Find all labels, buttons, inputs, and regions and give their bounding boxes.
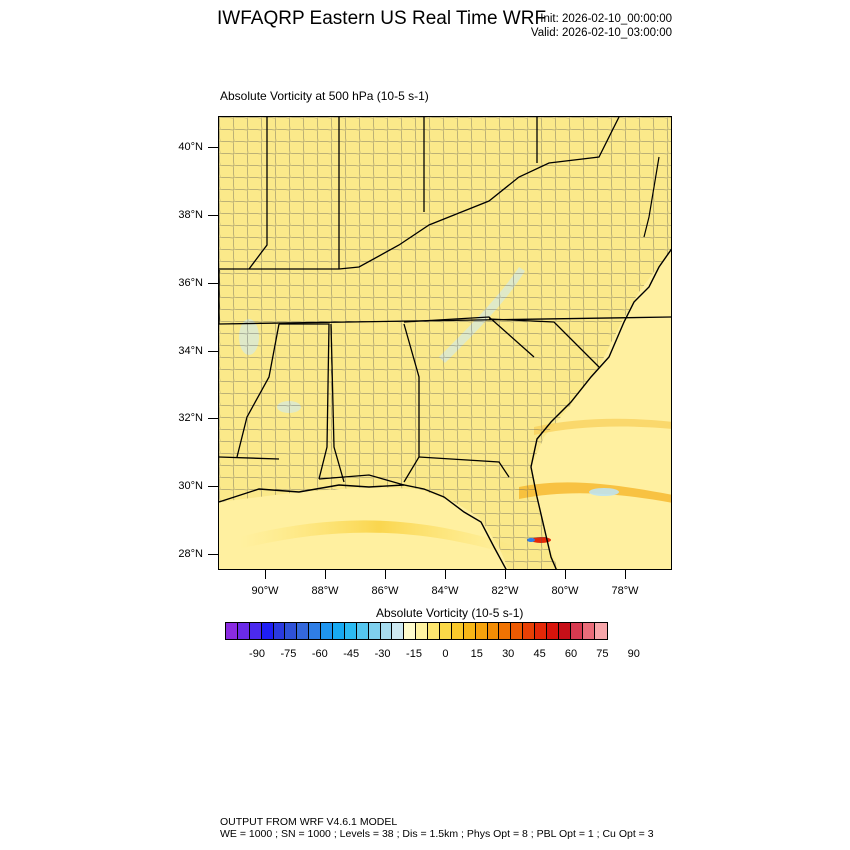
field-subtitle: Absolute Vorticity at 500 hPa (10-5 s-1) <box>220 89 429 103</box>
lon-tick <box>565 570 566 579</box>
lon-label-80w: 80°W <box>551 585 579 597</box>
colorbar-label: 75 <box>596 648 609 660</box>
lon-tick <box>625 570 626 579</box>
footer-line-1: OUTPUT FROM WRF V4.6.1 MODEL <box>220 816 398 828</box>
colorbar-swatch <box>392 623 405 639</box>
lon-label-78w: 78°W <box>611 585 639 597</box>
lon-label-88w: 88°W <box>311 585 339 597</box>
colorbar-swatch <box>582 623 595 639</box>
colorbar-swatch <box>451 623 464 639</box>
lon-tick <box>505 570 506 579</box>
lat-label-32n: 32°N <box>178 412 203 424</box>
colorbar-swatch <box>237 623 250 639</box>
lon-tick <box>265 570 266 579</box>
colorbar-swatch <box>321 623 334 639</box>
lat-label-28n: 28°N <box>178 548 203 560</box>
colorbar-title: Absolute Vorticity (10-5 s-1) <box>376 606 524 620</box>
valid-time: Valid: 2026-02-10_03:00:00 <box>530 27 672 39</box>
colorbar-swatch <box>440 623 452 639</box>
map-panel <box>218 116 672 570</box>
colorbar-swatch <box>475 623 488 639</box>
county-boundaries <box>219 117 671 569</box>
colorbar-swatch <box>499 623 512 639</box>
colorbar-swatch <box>535 623 548 639</box>
vorticity-map <box>219 117 671 569</box>
colorbar-label: -30 <box>374 648 391 660</box>
colorbar-label: -90 <box>249 648 265 660</box>
colorbar-swatch <box>368 623 381 639</box>
colorbar-swatch <box>309 623 322 639</box>
colorbar-label: -15 <box>406 648 422 660</box>
colorbar-swatch <box>297 623 310 639</box>
lat-label-34n: 34°N <box>178 345 203 357</box>
colorbar-swatch <box>380 623 393 639</box>
state-boundaries <box>219 117 671 486</box>
vorticity-band-atlantic-2 <box>534 418 671 435</box>
colorbar-label: 15 <box>470 648 483 660</box>
colorbar-label: 0 <box>442 648 449 660</box>
lat-tick <box>208 147 218 148</box>
colorbar-swatch <box>261 623 274 639</box>
colorbar-swatch <box>463 623 476 639</box>
lat-tick <box>208 486 218 487</box>
lat-tick <box>208 283 218 284</box>
lon-label-90w: 90°W <box>251 585 279 597</box>
colorbar-swatch <box>226 623 238 639</box>
colorbar-swatch <box>487 623 500 639</box>
colorbar-swatch <box>404 623 417 639</box>
footer-line-2: WE = 1000 ; SN = 1000 ; Levels = 38 ; Di… <box>220 828 654 840</box>
coastline <box>219 248 671 569</box>
lat-label-36n: 36°N <box>178 277 203 289</box>
lon-tick <box>385 570 386 579</box>
colorbar-swatch <box>558 623 571 639</box>
colorbar-swatch <box>428 623 441 639</box>
colorbar-label: -75 <box>280 648 297 660</box>
lat-label-40n: 40°N <box>178 141 203 153</box>
negative-vorticity-patch <box>589 488 619 496</box>
lat-label-30n: 30°N <box>178 480 203 492</box>
chesapeake-bay <box>643 156 660 238</box>
colorbar-label: 45 <box>533 648 546 660</box>
colorbar-swatch <box>273 623 286 639</box>
lat-tick <box>208 554 218 555</box>
lat-label-38n: 38°N <box>178 209 203 221</box>
colorbar-label: 30 <box>502 648 515 660</box>
colorbar-swatch <box>285 623 298 639</box>
colorbar-label: -45 <box>343 648 360 660</box>
lon-label-82w: 82°W <box>491 585 519 597</box>
lon-tick <box>445 570 446 579</box>
colorbar-swatch <box>344 623 357 639</box>
vorticity-band-gulf <box>239 520 519 557</box>
colorbar-swatch <box>333 623 345 639</box>
init-time: Init: 2026-02-10_00:00:00 <box>540 13 672 25</box>
colorbar-swatch <box>547 623 559 639</box>
lat-tick <box>208 215 218 216</box>
lat-tick <box>208 351 218 352</box>
lon-tick <box>325 570 326 579</box>
model-info-footer: OUTPUT FROM WRF V4.6.1 MODEL WE = 1000 ;… <box>220 816 654 840</box>
colorbar-swatch <box>523 623 536 639</box>
colorbar <box>225 622 608 640</box>
colorbar-swatch <box>356 623 369 639</box>
colorbar-swatch <box>416 623 429 639</box>
time-info: Init: 2026-02-10_00:00:00 Valid: 2026-02… <box>520 12 672 40</box>
colorbar-swatch <box>594 623 607 639</box>
colorbar-label: -60 <box>311 648 328 660</box>
lon-label-86w: 86°W <box>371 585 399 597</box>
map-title: IWFAQRP Eastern US Real Time WRF <box>217 8 547 29</box>
lat-tick <box>208 418 218 419</box>
colorbar-swatch <box>570 623 583 639</box>
lon-label-84w: 84°W <box>431 585 459 597</box>
colorbar-swatch <box>511 623 524 639</box>
colorbar-swatch <box>249 623 262 639</box>
colorbar-label: 90 <box>627 648 640 660</box>
colorbar-label: 60 <box>564 648 578 660</box>
